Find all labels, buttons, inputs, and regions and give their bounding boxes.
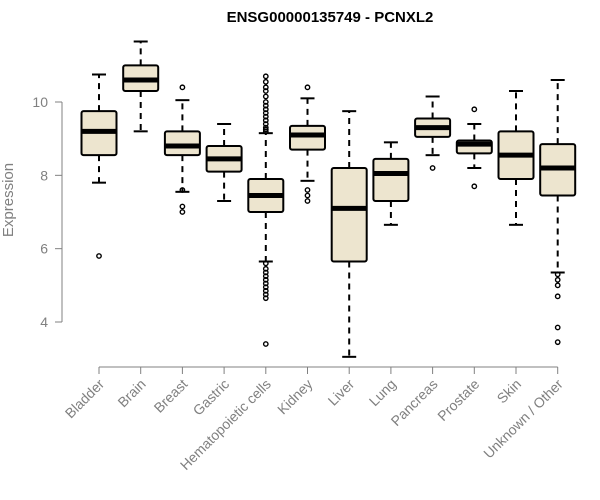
box-group: [539, 79, 577, 346]
outlier-point: [262, 113, 269, 120]
box-group: [330, 110, 368, 358]
outlier-point: [262, 73, 269, 80]
outlier-point: [554, 324, 561, 331]
outlier-point: [179, 203, 186, 210]
outlier-point: [304, 198, 311, 204]
outlier-point: [262, 106, 269, 113]
outlier-point: [262, 117, 269, 124]
box-iqr: [289, 124, 326, 151]
y-tick-label: 10: [32, 94, 48, 110]
outlier-point: [554, 271, 561, 278]
outlier-point: [262, 280, 269, 287]
box-group: [80, 73, 118, 259]
outlier-point: [262, 265, 269, 272]
boxes-group: [80, 40, 577, 358]
x-tick-label: Kidney: [274, 376, 316, 418]
outlier-point: [262, 260, 269, 267]
box-iqr: [372, 157, 410, 202]
x-tick-label: Skin: [494, 376, 525, 407]
y-axis-label: Expression: [0, 163, 17, 237]
outlier-point: [304, 84, 311, 91]
outlier-point: [262, 276, 269, 283]
box-group: [372, 141, 410, 226]
box-group: [414, 95, 452, 171]
outlier-point: [262, 273, 269, 280]
outlier-point: [262, 287, 269, 294]
x-tick-label: Prostate: [434, 376, 482, 424]
y-axis: 4 6 8 10: [32, 94, 63, 330]
outlier-point: [262, 128, 269, 135]
outlier-point: [262, 284, 269, 291]
box-iqr: [330, 167, 368, 263]
outlier-point: [554, 276, 561, 283]
y-tick-label: 8: [40, 167, 48, 183]
y-tick-label: 6: [40, 241, 48, 257]
outlier-point: [262, 78, 269, 85]
outlier-point: [554, 293, 561, 300]
outlier-point: [262, 341, 269, 347]
box-iqr: [163, 130, 201, 157]
outlier-point: [262, 84, 269, 91]
y-tick-label: 4: [40, 314, 48, 330]
x-tick-label: Liver: [325, 376, 358, 409]
x-tick-label: Breast: [151, 376, 191, 416]
outlier-point: [554, 282, 561, 289]
box-group: [122, 40, 160, 133]
chart-title: ENSG00000135749 - PCNXL2: [227, 9, 434, 26]
x-tick-label: Unknown / Other: [480, 376, 566, 462]
outlier-point: [262, 121, 269, 127]
box-group: [497, 90, 535, 226]
outlier-point: [262, 93, 269, 100]
outlier-point: [262, 269, 269, 276]
box-group: [163, 84, 201, 215]
outlier-point: [429, 165, 436, 171]
x-tick-label: Brain: [114, 376, 148, 410]
box-group: [455, 106, 493, 190]
x-tick-label: Lung: [366, 376, 399, 409]
outlier-point: [471, 183, 478, 190]
outlier-point: [179, 209, 186, 215]
outlier-point: [262, 291, 269, 298]
box-group: [289, 84, 326, 204]
outlier-point: [262, 295, 269, 302]
outlier-point: [262, 110, 269, 116]
outlier-point: [96, 253, 102, 259]
outlier-point: [304, 187, 311, 193]
outlier-point: [262, 99, 269, 105]
outlier-point: [262, 88, 269, 94]
box-group: [247, 73, 285, 347]
box-group: [205, 123, 243, 202]
outlier-point: [262, 102, 269, 109]
outlier-point: [179, 187, 186, 193]
x-tick-label: Bladder: [62, 376, 108, 422]
outlier-point: [554, 339, 561, 346]
outlier-point: [471, 106, 478, 113]
outlier-point: [179, 84, 186, 91]
outlier-point: [304, 192, 311, 199]
